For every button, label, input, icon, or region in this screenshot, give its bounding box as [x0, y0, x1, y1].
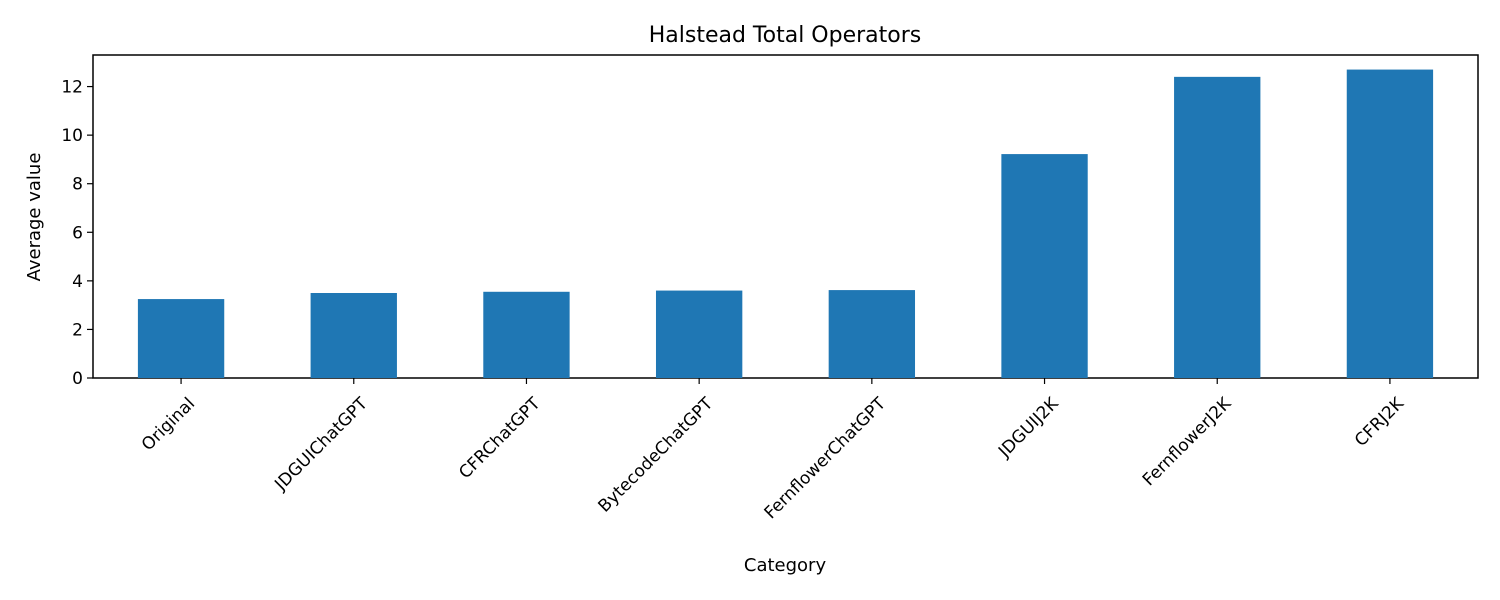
x-tick-label: CFRJ2K [1351, 393, 1408, 450]
plot-frame [92, 54, 1479, 379]
y-axis-label: Average value [24, 153, 45, 282]
x-tick-label: JDGUIJ2K [994, 393, 1063, 462]
plot-area: 0 2 4 6 8 10 12 Original JDGUIChatGPT CFRChatGPT… [61, 54, 1479, 523]
x-axis-label: Category [744, 555, 827, 576]
y-tick-label: 6 [72, 223, 83, 243]
y-tick-label: 8 [72, 175, 83, 195]
bar-FernflowerJ2K [1174, 76, 1261, 378]
x-tick-label: Original [138, 394, 199, 455]
x-tick-label: FernflowerChatGPT [761, 393, 891, 523]
bar-BytecodeChatGPT [655, 290, 743, 378]
x-tick-label: FernflowerJ2K [1139, 393, 1236, 490]
bar-CFRJ2K [1346, 69, 1434, 379]
x-tick-label: JDGUIChatGPT [270, 393, 372, 495]
x-tick-label: CFRChatGPT [455, 393, 545, 483]
bar-Original [137, 299, 225, 378]
bar-FernflowerChatGPT [828, 290, 916, 378]
y-axis-ticks: 0 2 4 6 8 10 12 [61, 78, 93, 389]
bars-group [137, 69, 1434, 379]
chart-title: Halstead Total Operators [649, 23, 922, 48]
y-tick-label: 0 [72, 369, 83, 389]
y-tick-label: 12 [61, 78, 83, 98]
y-tick-label: 2 [72, 320, 83, 340]
x-tick-label: BytecodeChatGPT [595, 393, 718, 516]
bar-JDGUIJ2K [1001, 154, 1088, 378]
y-tick-label: 4 [72, 272, 83, 292]
bar-JDGUIChatGPT [310, 293, 397, 378]
y-tick-label: 10 [61, 126, 83, 146]
bar-CFRChatGPT [483, 291, 570, 378]
x-axis-ticks: Original JDGUIChatGPT CFRChatGPT BytecodeCh… [138, 378, 1409, 523]
